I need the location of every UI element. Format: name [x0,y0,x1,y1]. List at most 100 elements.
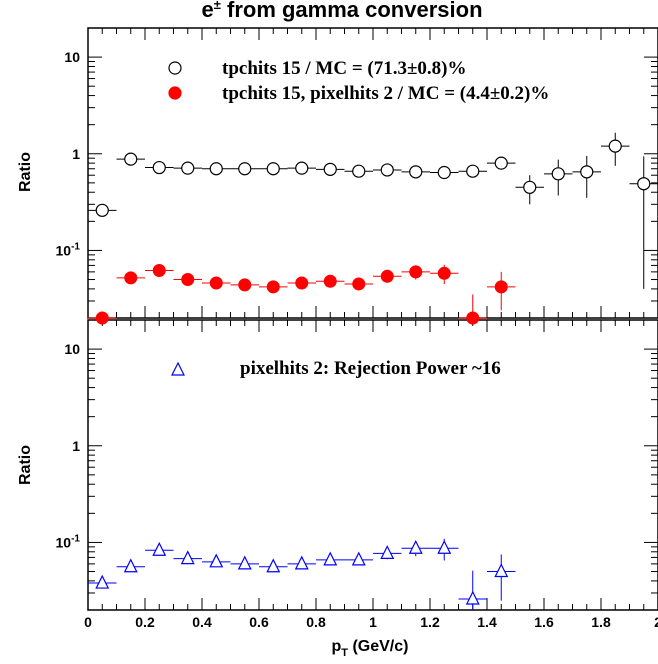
marker-open-circle [353,165,365,177]
x-tick-label: 1 [369,614,377,630]
data-point [202,555,231,567]
marker-filled-circle [324,275,336,287]
data-point [402,541,431,556]
y-tick-label: 1 [72,146,80,162]
y-tick-label: 10 [64,341,80,357]
marker-open-triangle [182,552,194,564]
x-tick-label: 1.8 [591,614,611,630]
y-tick-label-base: 10 [56,242,72,258]
y-tick-label: 10-1 [56,241,81,258]
marker-open-triangle [438,541,450,553]
top-legend: tpchits 15 / MC = (71.3±0.8)% tpchits 15… [169,58,549,104]
x-tick-label: 0.8 [306,614,326,630]
data-point [88,576,117,588]
y-tick-label: 10 [64,49,80,65]
data-point [117,560,146,572]
data-point [145,543,174,555]
marker-filled-circle [381,270,393,282]
legend-label-rejection: pixelhits 2: Rejection Power ~16 [240,358,501,379]
x-tick-label: 1.4 [477,614,497,630]
marker-filled-circle [467,312,479,324]
data-point [630,156,658,289]
data-point [117,272,146,284]
marker-open-triangle [267,560,279,572]
data-point [544,160,573,196]
marker-filled-circle [210,277,222,289]
marker-open-circle [210,163,222,175]
data-point [202,163,231,175]
data-point [88,204,117,216]
data-point [231,557,260,569]
marker-open-circle [125,153,137,165]
data-point [259,560,288,572]
data-point [145,265,174,277]
chart-title: e± from gamma conversion [201,0,482,22]
marker-open-triangle [324,553,336,565]
marker-open-circle [96,204,108,216]
data-point [288,557,317,569]
marker-open-circle [267,163,279,175]
marker-open-triangle [353,553,365,565]
data-point [345,553,374,565]
x-tick-label: 0 [84,614,92,630]
y-tick-label: 1 [72,438,80,454]
x-tick-label: 0.2 [135,614,155,630]
data-point [373,164,402,176]
x-axis-label: pT (GeV/c) [332,638,409,659]
title-superscript: ± [214,0,221,12]
marker-filled-circle [353,278,365,290]
legend-label-tpchits: tpchits 15 / MC = (71.3±0.8)% [222,58,467,79]
data-point [316,163,345,175]
marker-open-triangle [239,557,251,569]
marker-open-triangle [153,543,165,555]
marker-open-circle [524,181,536,193]
top-data-marks [88,133,658,324]
marker-filled-circle [495,281,507,293]
marker-open-circle [638,178,650,190]
y-tick-label: 10-1 [56,533,81,550]
marker-open-circle [296,162,308,174]
data-point [430,539,459,561]
y-tick-label-base: 10 [56,534,72,550]
x-tick-label: 0.6 [249,614,269,630]
data-point [373,270,402,282]
data-point [345,165,374,177]
data-point [601,133,630,166]
marker-filled-circle [96,312,108,324]
data-point [573,156,602,198]
marker-open-circle [239,163,251,175]
marker-open-circle [467,165,479,177]
x-tick-label: 0.4 [192,614,212,630]
bottom-data-marks [88,539,516,610]
x-tick-label: 1.6 [534,614,554,630]
marker-open-circle [410,166,422,178]
data-point [516,175,545,204]
marker-open-triangle [96,576,108,588]
data-point [231,279,260,291]
data-point [88,312,117,324]
marker-open-circle [153,162,165,174]
marker-filled-circle [267,281,279,293]
data-point [117,153,146,165]
bottom-legend: pixelhits 2: Rejection Power ~16 [172,358,501,379]
data-point [345,278,374,290]
data-point [459,571,488,610]
data-point [402,265,431,279]
marker-filled-circle [182,274,194,286]
marker-open-triangle [467,592,479,604]
marker-open-circle [324,163,336,175]
marker-filled-circle [438,267,450,279]
y-tick-label-exponent: -1 [71,533,80,544]
marker-open-triangle [210,555,222,567]
marker-open-circle [381,164,393,176]
data-point [174,552,203,564]
marker-open-circle [609,140,621,152]
data-point [316,553,345,565]
data-point [145,162,174,174]
data-point [430,167,459,179]
data-point [174,274,203,286]
data-point [430,265,459,284]
marker-open-circle [552,168,564,180]
marker-open-triangle [495,565,507,577]
